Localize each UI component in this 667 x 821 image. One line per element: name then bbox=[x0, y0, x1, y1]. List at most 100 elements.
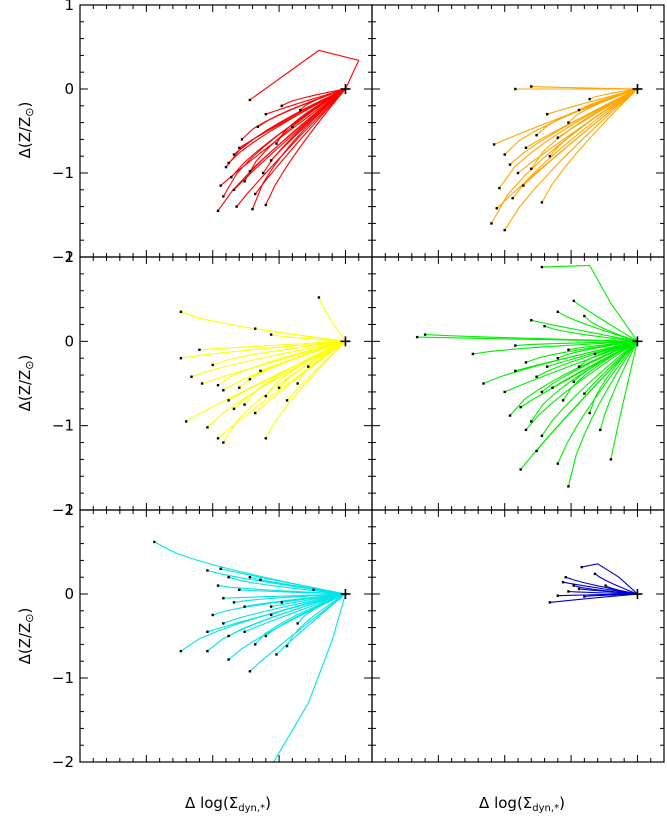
start-point bbox=[254, 643, 257, 646]
y-tick-label: 0 bbox=[64, 80, 74, 98]
start-point bbox=[548, 155, 552, 158]
start-point bbox=[530, 319, 533, 322]
start-point bbox=[415, 335, 419, 339]
track-line bbox=[244, 593, 346, 633]
start-point bbox=[285, 399, 289, 402]
track-line bbox=[220, 568, 346, 595]
track-line bbox=[515, 340, 638, 347]
start-point bbox=[556, 594, 560, 597]
track-line bbox=[281, 593, 346, 603]
start-point bbox=[535, 375, 538, 378]
track-line bbox=[568, 340, 638, 351]
start-point bbox=[588, 97, 591, 101]
start-point bbox=[264, 113, 268, 116]
track-line bbox=[525, 340, 638, 431]
track-line bbox=[605, 585, 638, 595]
start-point bbox=[224, 165, 228, 169]
svg-text:Δ(Z/Z⊙): Δ(Z/Z⊙) bbox=[16, 102, 36, 159]
panel-frame bbox=[79, 509, 373, 763]
start-point bbox=[535, 134, 538, 137]
track-line bbox=[512, 88, 638, 199]
start-point bbox=[232, 601, 236, 604]
start-point bbox=[564, 576, 567, 579]
y-axis-label-row2: Δ(Z/Z⊙) bbox=[16, 355, 36, 412]
start-point bbox=[216, 437, 220, 440]
start-point bbox=[269, 159, 273, 162]
start-point bbox=[248, 670, 252, 673]
start-point bbox=[179, 649, 183, 653]
start-point bbox=[259, 578, 262, 581]
start-point bbox=[514, 344, 517, 347]
start-point bbox=[248, 170, 252, 173]
start-point bbox=[540, 201, 544, 204]
start-point bbox=[200, 382, 204, 385]
track-line bbox=[236, 88, 346, 207]
track-line bbox=[549, 88, 638, 157]
panel-row3-left: 1 0 −1 −2 bbox=[52, 501, 373, 771]
start-point bbox=[530, 167, 533, 170]
track-line bbox=[530, 88, 638, 170]
start-point bbox=[519, 468, 522, 471]
track-line bbox=[573, 300, 638, 342]
y-tick-label: −2 bbox=[52, 501, 74, 519]
start-point bbox=[238, 386, 241, 389]
start-point bbox=[277, 386, 281, 389]
plot-area bbox=[153, 540, 347, 762]
track-line bbox=[472, 340, 638, 355]
plot-area bbox=[415, 264, 639, 488]
start-point bbox=[503, 153, 506, 156]
start-point bbox=[546, 113, 549, 116]
track-line bbox=[260, 579, 346, 595]
x-label-sub: dyn,* bbox=[238, 803, 265, 814]
start-point bbox=[296, 622, 299, 625]
start-point bbox=[222, 389, 225, 392]
panel-row3-right bbox=[371, 509, 665, 763]
start-point bbox=[583, 314, 586, 318]
track-line bbox=[271, 334, 346, 342]
y-label-close: ) bbox=[16, 608, 34, 614]
start-point bbox=[248, 576, 252, 579]
start-point bbox=[583, 392, 586, 395]
start-point bbox=[492, 143, 496, 146]
start-point bbox=[524, 428, 528, 432]
track-line bbox=[557, 340, 638, 359]
track-line bbox=[225, 88, 346, 168]
track-line bbox=[579, 588, 638, 595]
start-point bbox=[206, 426, 209, 429]
track-line bbox=[297, 593, 346, 624]
start-point bbox=[222, 622, 225, 625]
track-line bbox=[568, 590, 638, 595]
y-tick-label: 0 bbox=[64, 332, 74, 350]
start-point bbox=[179, 310, 183, 314]
track-line bbox=[496, 88, 638, 209]
y-tick-label: 1 bbox=[64, 501, 74, 519]
track-line bbox=[568, 88, 638, 124]
start-point bbox=[540, 265, 544, 269]
start-point bbox=[317, 296, 321, 299]
track-line bbox=[217, 340, 346, 439]
track-line bbox=[254, 593, 346, 645]
start-point bbox=[561, 581, 565, 584]
start-point bbox=[609, 458, 613, 461]
svg-text:Δ(Z/Z⊙): Δ(Z/Z⊙) bbox=[16, 608, 36, 665]
x-axis-label-right: Δ log(Σdyn,*) bbox=[479, 794, 565, 814]
track-line bbox=[541, 340, 638, 437]
start-point bbox=[540, 390, 544, 394]
track-line bbox=[239, 589, 346, 595]
start-point bbox=[219, 184, 222, 187]
start-point bbox=[572, 584, 575, 587]
start-point bbox=[540, 434, 544, 437]
panel-frame bbox=[371, 509, 665, 763]
start-point bbox=[567, 485, 570, 488]
start-point bbox=[243, 605, 246, 608]
start-point bbox=[264, 203, 268, 207]
start-point bbox=[482, 382, 485, 385]
start-point bbox=[269, 613, 273, 617]
track-line bbox=[191, 340, 346, 378]
start-point bbox=[516, 171, 520, 175]
track-line bbox=[541, 264, 638, 342]
track-line bbox=[589, 88, 638, 100]
start-point bbox=[216, 209, 220, 212]
start-point bbox=[551, 386, 554, 389]
start-point bbox=[312, 588, 315, 591]
